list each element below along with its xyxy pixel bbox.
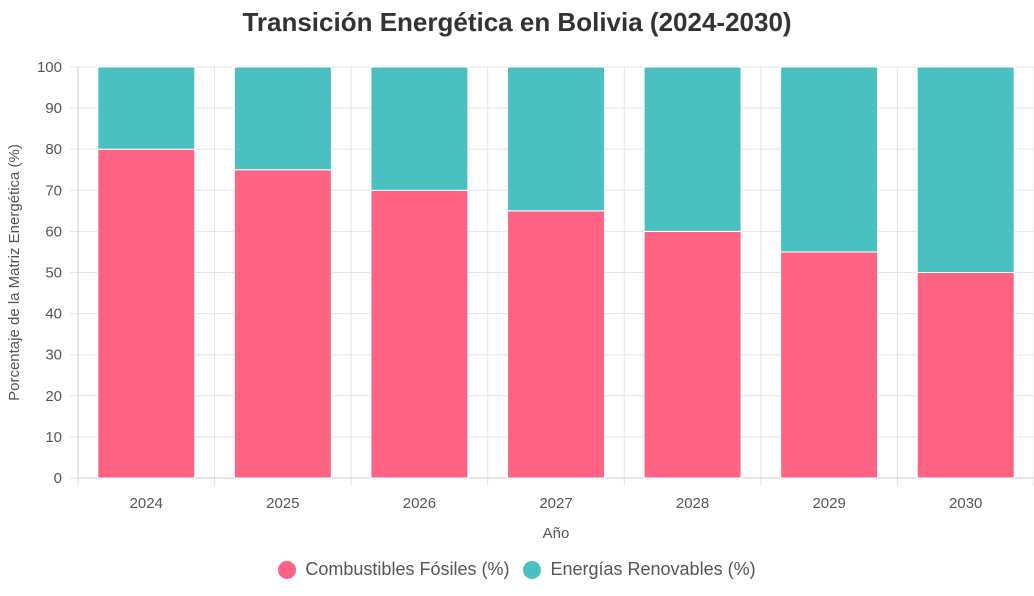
x-tick-label: 2029 (812, 495, 845, 512)
legend-item-fossil[interactable]: Combustibles Fósiles (%) (278, 559, 509, 580)
y-tick-label: 80 (45, 141, 62, 158)
y-tick-label: 100 (37, 59, 62, 76)
bar-renewable-2027 (507, 66, 605, 212)
legend-label: Energías Renovables (%) (550, 559, 756, 579)
y-tick-label: 30 (45, 347, 62, 364)
bar-fossil-2030 (916, 272, 1015, 479)
chart-title: Transición Energética en Bolivia (2024-2… (242, 7, 792, 37)
bar-renewable-2028 (643, 66, 742, 232)
x-tick-label: 2030 (949, 495, 982, 512)
y-tick-label: 50 (45, 265, 62, 282)
y-tick-label: 70 (45, 182, 62, 199)
bar-renewable-2026 (370, 66, 469, 191)
legend-label: Combustibles Fósiles (%) (305, 559, 510, 579)
y-tick-label: 40 (45, 306, 62, 323)
chart-legend: Combustibles Fósiles (%) Energías Renovab… (0, 559, 1034, 580)
x-tick-label: 2024 (130, 495, 163, 512)
y-tick-label: 0 (54, 470, 62, 487)
bar-renewable-2024 (97, 66, 196, 150)
x-tick-label: 2025 (266, 495, 299, 512)
legend-item-renewable[interactable]: Energías Renovables (%) (523, 559, 756, 580)
x-tick-label: 2028 (676, 495, 709, 512)
y-axis-title: Porcentaje de la Matriz Energética (%) (6, 144, 23, 401)
x-tick-label: 2026 (403, 495, 436, 512)
bar-fossil-2025 (233, 169, 332, 479)
bar-fossil-2027 (507, 210, 605, 479)
bar-renewable-2030 (916, 66, 1015, 273)
bar-fossil-2024 (97, 148, 196, 479)
y-tick-label: 60 (45, 223, 62, 240)
bar-renewable-2029 (780, 66, 879, 253)
y-tick-label: 90 (45, 100, 62, 117)
y-tick-label: 10 (45, 429, 62, 446)
bar-fossil-2029 (780, 251, 879, 479)
legend-swatch (523, 560, 542, 579)
x-axis-title: Año (543, 525, 570, 542)
bar-renewable-2025 (233, 66, 332, 171)
legend-swatch (278, 560, 297, 579)
bar-fossil-2028 (643, 230, 742, 479)
x-tick-label: 2027 (539, 495, 572, 512)
bar-fossil-2026 (370, 189, 469, 479)
y-tick-label: 20 (45, 388, 62, 405)
